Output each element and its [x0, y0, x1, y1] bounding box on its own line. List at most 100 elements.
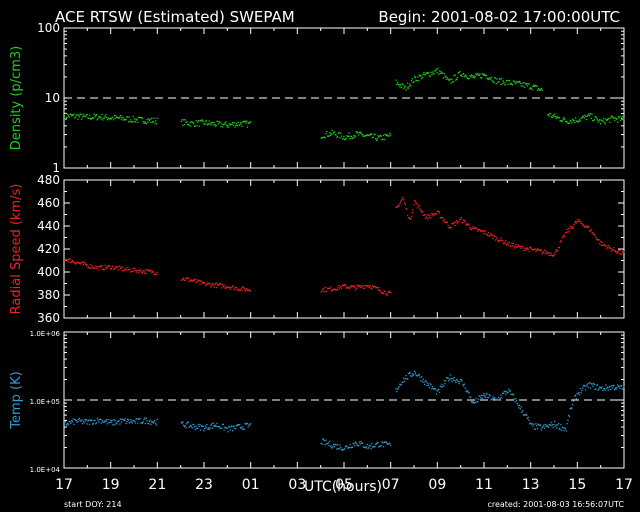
data-point — [540, 424, 542, 427]
data-point — [509, 390, 511, 392]
data-point — [139, 116, 141, 119]
data-point — [350, 135, 352, 137]
data-point — [65, 258, 67, 261]
data-point — [149, 419, 151, 422]
data-point — [414, 199, 416, 202]
data-point — [618, 385, 620, 387]
data-point — [497, 399, 499, 401]
data-point — [91, 117, 93, 120]
data-point — [467, 223, 469, 225]
data-point — [354, 444, 356, 447]
data-point — [536, 89, 539, 92]
data-point — [444, 383, 446, 385]
data-point — [78, 114, 80, 116]
data-point — [210, 424, 212, 427]
data-point — [364, 135, 366, 137]
data-point — [463, 219, 466, 222]
data-point — [399, 86, 401, 88]
data-point — [615, 251, 617, 253]
data-point — [538, 249, 540, 251]
data-point — [349, 286, 351, 289]
data-point — [401, 83, 403, 85]
data-point — [408, 372, 410, 375]
data-point — [322, 288, 324, 290]
data-point — [116, 266, 118, 268]
data-point — [81, 419, 83, 421]
data-point — [470, 228, 473, 231]
x-axis-label: UTC(hours) — [304, 479, 382, 495]
data-point — [454, 380, 456, 382]
data-point — [356, 444, 358, 446]
data-point — [183, 119, 185, 121]
data-point — [141, 422, 144, 424]
data-point — [554, 253, 556, 255]
data-point — [142, 269, 144, 272]
data-point — [613, 384, 615, 387]
data-point — [616, 386, 618, 389]
data-point — [355, 130, 357, 133]
data-point — [425, 381, 427, 383]
data-point — [195, 120, 197, 122]
data-point — [564, 118, 566, 121]
data-point — [91, 419, 93, 422]
data-point — [121, 116, 123, 118]
data-point — [69, 258, 71, 260]
data-point — [348, 446, 350, 449]
data-point — [410, 218, 412, 220]
data-point — [337, 444, 339, 446]
data-point — [102, 421, 105, 423]
data-point — [533, 84, 535, 86]
data-point — [479, 73, 481, 75]
data-point — [320, 137, 322, 139]
created-label: created: 2001-08-03 16:56:07UTC — [487, 500, 624, 509]
data-point — [527, 248, 529, 250]
data-point — [522, 82, 525, 84]
data-point — [135, 271, 137, 273]
data-point — [64, 259, 66, 261]
data-point — [617, 249, 620, 252]
data-point — [370, 287, 372, 290]
data-point — [595, 237, 597, 239]
data-point — [372, 446, 375, 448]
data-point — [93, 113, 95, 115]
data-point — [86, 423, 88, 425]
data-point — [433, 73, 435, 75]
data-point — [358, 134, 360, 136]
data-point — [137, 422, 139, 424]
data-point — [155, 120, 157, 122]
data-point — [606, 119, 608, 122]
data-point — [368, 286, 371, 289]
data-point — [413, 80, 415, 83]
data-point — [199, 120, 201, 122]
data-point — [122, 119, 124, 121]
data-point — [215, 124, 217, 127]
data-point — [580, 117, 582, 119]
data-point — [453, 75, 455, 77]
data-point — [419, 75, 421, 78]
data-point — [126, 420, 128, 423]
data-point — [427, 382, 429, 384]
data-point — [457, 221, 459, 223]
data-point — [469, 74, 471, 77]
data-point — [620, 117, 623, 119]
data-point — [77, 118, 79, 120]
data-point — [137, 418, 140, 420]
data-point — [214, 425, 216, 428]
data-point — [191, 427, 193, 429]
data-point — [223, 429, 225, 431]
data-point — [382, 446, 385, 448]
data-point — [442, 217, 444, 219]
data-point — [481, 73, 483, 75]
data-point — [568, 230, 571, 232]
data-point — [420, 74, 422, 76]
data-point — [155, 273, 157, 275]
data-point — [342, 448, 344, 451]
data-point — [320, 291, 322, 293]
data-point — [336, 136, 338, 138]
data-point — [114, 117, 116, 120]
data-point — [578, 394, 581, 396]
data-point — [92, 116, 94, 119]
data-point — [206, 283, 208, 286]
data-point — [547, 252, 549, 254]
data-point — [586, 115, 588, 117]
